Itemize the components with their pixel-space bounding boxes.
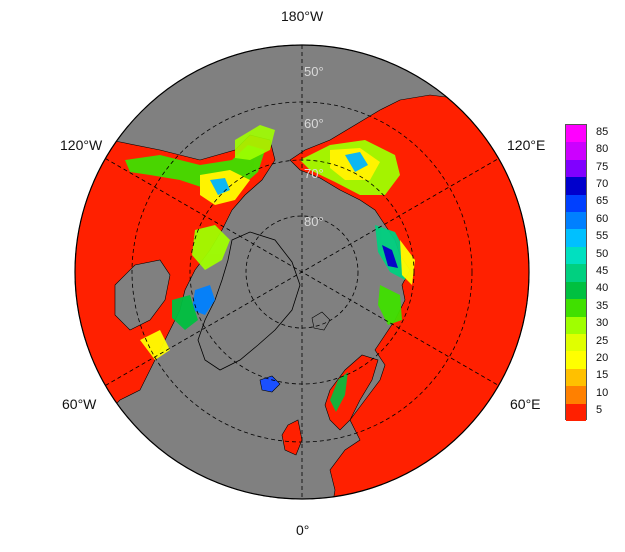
colorbar-segment [566, 351, 586, 370]
lon-label-60w: 60°W [62, 396, 97, 412]
colorbar [565, 124, 587, 422]
colorbar-tick-label: 10 [596, 386, 609, 399]
data-band-norway [330, 372, 348, 412]
colorbar-tick-label: 15 [596, 369, 609, 382]
scandinavia-landmass [324, 354, 379, 431]
colorbar-segment [566, 264, 586, 283]
colorbar-segment [566, 386, 586, 405]
colorbar-segment [566, 159, 586, 178]
lon-label-0: 0° [296, 522, 310, 538]
colorbar-tick-label: 75 [596, 160, 609, 173]
lat-label-50: 50° [304, 64, 324, 79]
lat-label-80: 80° [304, 214, 324, 229]
lon-label-120e: 120°E [507, 137, 546, 153]
colorbar-tick-label: 5 [596, 404, 603, 417]
colorbar-segment [566, 194, 586, 213]
meridians [105, 45, 499, 499]
colorbar-tick-label: 35 [596, 299, 609, 312]
meridian-120 [105, 158, 499, 386]
colorbar-segment [566, 229, 586, 248]
colorbar-tick-label: 85 [596, 125, 609, 138]
colorbar-segment [566, 299, 586, 318]
hudson-bay [114, 259, 171, 331]
data-band-siberia [300, 140, 415, 325]
colorbar-segment [566, 177, 586, 196]
colorbar-tick-label: 20 [596, 352, 609, 365]
british-isles-landmass [281, 419, 303, 456]
colorbar-tick-label: 25 [596, 334, 609, 347]
lon-label-60e: 60°E [510, 396, 541, 412]
colorbar-tick-label: 50 [596, 247, 609, 260]
colorbar-segment [566, 403, 586, 422]
map-boundary [74, 44, 530, 500]
data-band-bering [235, 125, 275, 160]
iceland-landmass [259, 375, 281, 393]
lon-label-180w: 180°W [281, 8, 324, 24]
colorbar-tick-label: 40 [596, 282, 609, 295]
colorbar-segment [566, 212, 586, 230]
colorbar-segment [566, 333, 586, 352]
colorbar-tick-label: 70 [596, 177, 609, 190]
lat-label-70: 70° [304, 166, 324, 181]
colorbar-segment [566, 246, 586, 265]
colorbar-tick-label: 55 [596, 230, 609, 243]
colorbar-segment [566, 281, 586, 300]
greenland-landmass [197, 231, 301, 371]
colorbar-tick-label: 60 [596, 212, 609, 225]
colorbar-tick-label: 80 [596, 143, 609, 156]
colorbar-segment [566, 316, 586, 335]
colorbar-segment [566, 142, 586, 161]
colorbar-tick-label: 30 [596, 317, 609, 330]
colorbar-segment [566, 125, 586, 143]
lon-label-120w: 120°W [60, 137, 103, 153]
colorbar-tick-label: 45 [596, 265, 609, 277]
data-band-canada [125, 145, 265, 360]
colorbar-tick-label: 65 [596, 195, 609, 208]
lat-label-60: 60° [304, 116, 324, 131]
svalbard-landmass [311, 311, 331, 331]
colorbar-segment [566, 368, 586, 387]
